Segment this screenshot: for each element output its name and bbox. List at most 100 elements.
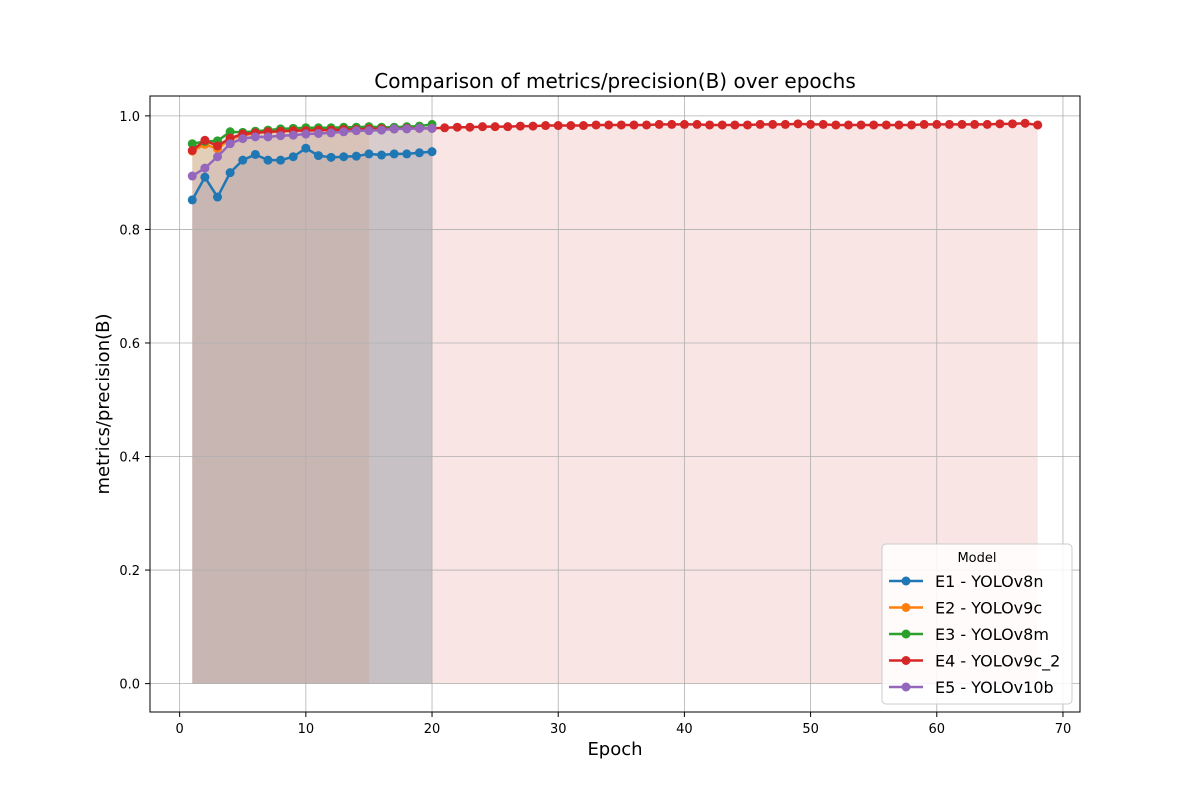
data-point: [982, 119, 992, 129]
legend-marker: [901, 656, 911, 665]
data-point: [225, 127, 235, 137]
legend-item-3: E3 - YOLOv8m: [889, 625, 1049, 644]
series-fill-5: [192, 128, 433, 684]
data-point: [414, 123, 424, 133]
y-axis-label: metrics/precision(B): [93, 313, 114, 494]
data-point: [679, 119, 689, 129]
data-point: [490, 122, 500, 132]
data-point: [402, 124, 412, 134]
data-point: [250, 132, 260, 142]
chart-title: Comparison of metrics/precision(B) over …: [374, 69, 856, 93]
legend-label: E1 - YOLOv8n: [935, 572, 1043, 591]
data-point: [276, 131, 286, 141]
data-point: [263, 155, 273, 165]
legend-label: E2 - YOLOv9c: [935, 599, 1042, 618]
data-point: [932, 119, 942, 129]
data-point: [440, 123, 450, 133]
y-tick-label: 1.0: [119, 110, 140, 125]
legend-title: Model: [957, 551, 996, 566]
legend-marker: [901, 576, 911, 586]
data-point: [351, 126, 361, 136]
legend-item-1: E1 - YOLOv8n: [889, 572, 1043, 591]
legend-label: E4 - YOLOv9c_2: [935, 652, 1060, 672]
x-axis-ticks: 0 10 20 30 40 50 60 70: [176, 712, 1072, 737]
data-point: [200, 172, 210, 182]
data-point: [755, 119, 765, 129]
x-tick-label: 70: [1055, 722, 1072, 737]
data-point: [389, 124, 399, 134]
data-point: [591, 120, 601, 130]
data-point: [995, 119, 1005, 129]
data-point: [427, 123, 437, 133]
series-fill-1: [192, 148, 433, 684]
data-point: [919, 119, 929, 129]
data-point: [339, 127, 349, 137]
data-point: [831, 120, 841, 130]
x-tick-label: 20: [424, 722, 441, 737]
legend-label: E5 - YOLOv10b: [935, 678, 1054, 697]
y-tick-label: 0.8: [119, 223, 140, 238]
data-point: [629, 120, 639, 130]
data-point: [642, 120, 652, 130]
data-point: [288, 152, 298, 162]
data-point: [957, 119, 967, 129]
x-tick-label: 0: [176, 722, 184, 737]
series-5: [187, 123, 437, 181]
data-point: [869, 120, 879, 130]
data-point: [667, 119, 677, 129]
y-tick-label: 0.2: [119, 564, 140, 579]
data-point: [566, 121, 576, 131]
data-point: [843, 120, 853, 130]
data-point: [339, 152, 349, 162]
x-axis-label: Epoch: [587, 739, 642, 760]
legend-marker: [901, 629, 911, 639]
y-tick-label: 0.6: [119, 337, 140, 352]
data-point: [541, 121, 551, 131]
data-point: [654, 119, 664, 129]
data-point: [944, 119, 954, 129]
data-point: [326, 152, 336, 162]
data-point: [793, 119, 803, 129]
data-point: [1033, 120, 1043, 130]
data-point: [503, 122, 513, 132]
data-point: [187, 139, 197, 149]
data-point: [881, 120, 891, 130]
data-point: [364, 126, 374, 136]
data-point: [288, 130, 298, 140]
data-point: [970, 119, 980, 129]
data-point: [414, 148, 424, 158]
legend-item-4: E4 - YOLOv9c_2: [889, 652, 1060, 672]
x-tick-label: 10: [298, 722, 315, 737]
data-point: [263, 132, 273, 142]
data-point: [1007, 119, 1017, 129]
data-point: [780, 119, 790, 129]
legend-items: E1 - YOLOv8n E2 - YOLOv9c E3 - YOLOv8m E4 -…: [889, 572, 1060, 697]
data-point: [301, 129, 311, 139]
data-point: [768, 119, 778, 129]
data-point: [364, 149, 374, 159]
data-point: [616, 120, 626, 130]
series-fill-2: [192, 127, 369, 684]
data-point: [692, 119, 702, 129]
data-point: [427, 147, 437, 157]
x-tick-label: 30: [550, 722, 567, 737]
data-point: [553, 121, 563, 131]
data-point: [238, 134, 248, 144]
data-point: [213, 192, 223, 202]
data-point: [187, 146, 197, 156]
data-point: [894, 120, 904, 130]
data-point: [313, 128, 323, 138]
data-point: [187, 171, 197, 181]
x-tick-label: 40: [676, 722, 693, 737]
data-point: [301, 143, 311, 153]
data-point: [187, 195, 197, 205]
data-point: [377, 150, 387, 160]
data-point: [377, 125, 387, 135]
data-point: [402, 149, 412, 159]
x-tick-label: 50: [802, 722, 819, 737]
data-point: [1020, 118, 1030, 128]
data-point: [313, 151, 323, 161]
series-lines: [187, 118, 1043, 205]
grid: [150, 96, 1080, 712]
data-point: [225, 168, 235, 178]
